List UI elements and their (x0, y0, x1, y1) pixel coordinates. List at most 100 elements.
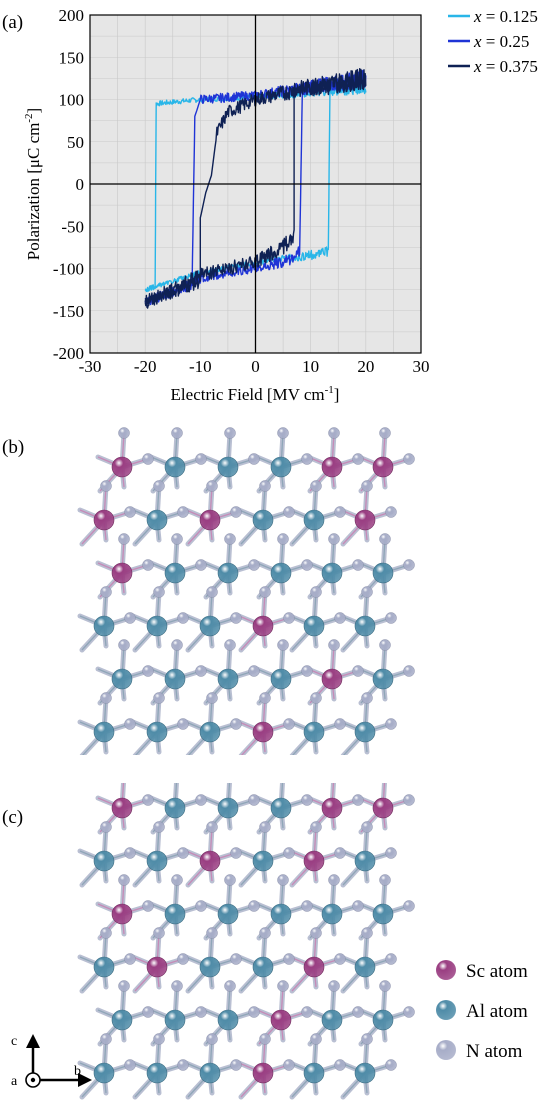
n-atom (259, 692, 271, 704)
al-atom (93, 721, 115, 743)
n-atom (328, 533, 340, 545)
legend-label-2: x = 0.25 (473, 32, 529, 51)
sc-atom (270, 1009, 292, 1031)
sc-atom (321, 456, 343, 478)
al-atom (270, 456, 292, 478)
n-atom (118, 874, 130, 886)
n-atom (142, 1006, 154, 1018)
al-atom (252, 509, 274, 531)
sc-atom (111, 562, 133, 584)
n-atom (259, 1033, 271, 1045)
n-atom (403, 665, 415, 677)
n-atom (334, 953, 346, 965)
n-atom (118, 980, 130, 992)
n-atom (248, 1006, 260, 1018)
crystal-structure-b: (b) (2, 427, 415, 755)
y-tick-label: -50 (61, 217, 84, 236)
n-atom (248, 453, 260, 465)
al-atom (146, 615, 168, 637)
n-atom (142, 900, 154, 912)
n-atom (277, 427, 289, 439)
legend-label-1: x = 0.125 (473, 7, 538, 26)
n-atom (171, 639, 183, 651)
n-atom (352, 453, 364, 465)
legend-label-3: x = 0.375 (473, 57, 538, 76)
n-atom (277, 639, 289, 651)
al-atom (270, 903, 292, 925)
n-atom (100, 1033, 112, 1045)
n-atom (195, 559, 207, 571)
y-tick-label: 100 (59, 91, 85, 110)
x-tick-labels: -30 -20 -10 0 10 20 30 (79, 357, 430, 376)
n-atom (352, 559, 364, 571)
n-atom (248, 900, 260, 912)
n-atom (206, 1033, 218, 1045)
atom-layer-b (93, 427, 415, 743)
n-atom (195, 665, 207, 677)
x-tick-label: -30 (79, 357, 102, 376)
n-atom (301, 665, 313, 677)
n-atom (277, 874, 289, 886)
x-tick-label: 10 (302, 357, 319, 376)
n-atom (100, 692, 112, 704)
n-atom (177, 847, 189, 859)
al-atom (199, 956, 221, 978)
atom-legend: Sc atom Al atom N atom (436, 960, 528, 1062)
n-atom (403, 453, 415, 465)
legend-sc-label: Sc atom (466, 961, 528, 982)
bond-network-b (77, 430, 412, 755)
legend-n-label: N atom (466, 1041, 523, 1062)
n-atom (277, 533, 289, 545)
al-atom (354, 721, 376, 743)
n-atom (379, 427, 391, 439)
n-atom (259, 927, 271, 939)
legend-al-label: Al atom (466, 1001, 528, 1022)
al-atom (321, 903, 343, 925)
n-atom (206, 821, 218, 833)
n-atom (283, 953, 295, 965)
al-atom (217, 668, 239, 690)
al-atom (217, 903, 239, 925)
panel-label-a: (a) (2, 12, 23, 33)
y-tick-label: -200 (53, 344, 84, 363)
n-atom (224, 427, 236, 439)
al-atom (303, 721, 325, 743)
n-atom (206, 927, 218, 939)
x-tick-label: 20 (357, 357, 374, 376)
n-atom (177, 718, 189, 730)
al-atom (164, 903, 186, 925)
al-atom (372, 562, 394, 584)
al-atom (252, 850, 274, 872)
al-atom (270, 797, 292, 819)
al-atom (354, 850, 376, 872)
al-atom (217, 1009, 239, 1031)
n-atom (328, 874, 340, 886)
n-atom (403, 794, 415, 806)
n-atom (206, 480, 218, 492)
n-atom (310, 692, 322, 704)
n-atom (171, 874, 183, 886)
sc-atom (303, 850, 325, 872)
n-atom (153, 480, 165, 492)
n-atom (177, 612, 189, 624)
sc-atom (252, 615, 274, 637)
n-atom (334, 847, 346, 859)
n-atom (142, 665, 154, 677)
n-atom (142, 559, 154, 571)
n-atom (334, 1059, 346, 1071)
n-atom (195, 1006, 207, 1018)
n-atom (124, 612, 136, 624)
n-atom (100, 480, 112, 492)
al-atom (199, 721, 221, 743)
al-atom (217, 797, 239, 819)
sc-atom (252, 721, 274, 743)
n-atom (230, 953, 242, 965)
n-atom (334, 506, 346, 518)
al-atom (111, 1009, 133, 1031)
n-atom (361, 692, 373, 704)
n-atom (230, 847, 242, 859)
n-atom (195, 794, 207, 806)
al-atom (164, 1009, 186, 1031)
n-atom (379, 533, 391, 545)
al-atom (93, 956, 115, 978)
